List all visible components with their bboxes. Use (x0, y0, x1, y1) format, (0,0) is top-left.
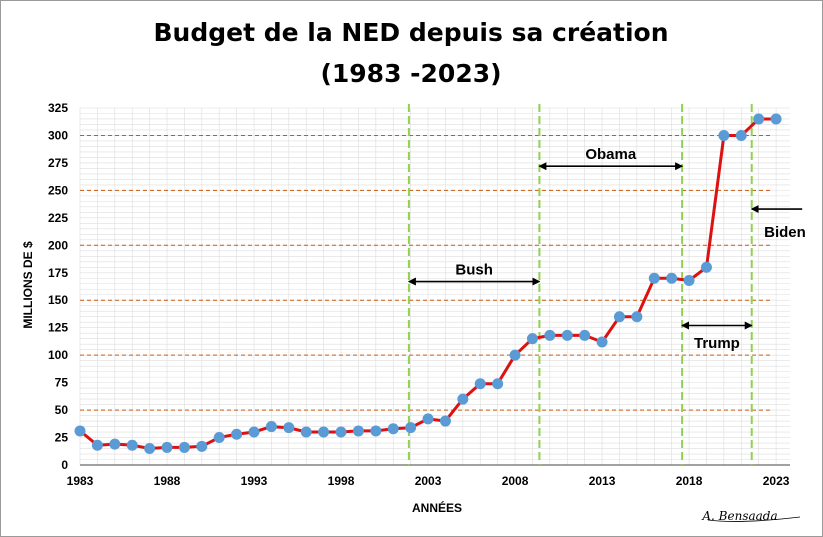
data-point-2017 (666, 272, 678, 284)
annotation-label-obama: Obama (585, 146, 637, 163)
data-point-1984 (91, 439, 103, 451)
y-tick-label: 300 (48, 128, 68, 142)
data-point-2018 (683, 274, 695, 286)
data-point-2020 (718, 129, 730, 141)
x-tick-label: 1983 (67, 474, 94, 488)
y-tick-label: 0 (61, 458, 68, 472)
data-point-2023 (770, 113, 782, 125)
data-point-2021 (735, 129, 747, 141)
series-line (74, 113, 782, 455)
data-point-2013 (596, 336, 608, 348)
data-point-2015 (631, 311, 643, 323)
y-tick-label: 275 (48, 156, 68, 170)
data-point-1992 (231, 428, 243, 440)
data-point-2016 (648, 272, 660, 284)
annotation-label-biden: Biden (764, 224, 806, 241)
x-tick-label: 1998 (328, 474, 355, 488)
data-point-1985 (109, 438, 121, 450)
x-tick-label: 2018 (676, 474, 703, 488)
chart-title-line2: (1983 -2023) (320, 59, 501, 88)
data-point-1986 (126, 439, 138, 451)
author-signature: A. Bensaada (701, 509, 777, 523)
period-annotations: Bush Obama Trump Biden (407, 146, 806, 352)
y-tick-label: 150 (48, 293, 68, 307)
data-point-1997 (318, 426, 330, 438)
y-tick-label: 175 (48, 266, 68, 280)
data-point-2001 (387, 423, 399, 435)
y-tick-label: 25 (55, 431, 69, 445)
data-point-2003 (422, 413, 434, 425)
data-point-2009 (526, 333, 538, 345)
data-point-1996 (300, 426, 312, 438)
data-point-1990 (196, 440, 208, 452)
y-tick-label: 125 (48, 321, 68, 335)
data-point-2007 (492, 378, 504, 390)
major-gridlines (80, 134, 770, 411)
y-tick-label: 225 (48, 211, 68, 225)
data-point-1987 (144, 443, 156, 455)
data-point-1989 (178, 441, 190, 453)
y-axis-title: MILLIONS DE $ (21, 241, 35, 329)
annotation-label-trump: Trump (694, 335, 740, 352)
data-point-2004 (439, 415, 451, 427)
signature-underline (707, 516, 801, 522)
y-tick-label: 200 (48, 238, 68, 252)
data-point-2008 (509, 349, 521, 361)
data-point-1994 (265, 421, 277, 433)
period-lines (407, 104, 753, 465)
data-point-1993 (248, 426, 260, 438)
minor-grid (79, 107, 790, 466)
y-tick-label: 50 (55, 403, 69, 417)
data-point-2005 (457, 393, 469, 405)
data-point-1991 (213, 432, 225, 444)
chart-title-line1: Budget de la NED depuis sa création (153, 18, 668, 47)
x-tick-label: 1988 (154, 474, 181, 488)
x-axis-title: ANNÉES (412, 500, 462, 515)
data-point-2012 (579, 329, 591, 341)
x-tick-label: 2003 (415, 474, 442, 488)
data-point-1983 (74, 425, 86, 437)
x-tick-label: 1993 (241, 474, 268, 488)
data-point-1988 (161, 441, 173, 453)
data-point-2010 (544, 329, 556, 341)
data-point-2006 (474, 378, 486, 390)
data-point-1998 (335, 426, 347, 438)
data-point-2000 (370, 425, 382, 437)
x-tick-label: 2008 (502, 474, 529, 488)
data-point-2022 (753, 113, 765, 125)
data-point-1995 (283, 422, 295, 434)
x-tick-label: 2023 (763, 474, 790, 488)
data-point-1999 (352, 425, 364, 437)
y-tick-label: 325 (48, 101, 68, 115)
annotation-label-bush: Bush (455, 261, 493, 278)
data-point-2014 (613, 311, 625, 323)
data-point-2002 (405, 422, 417, 434)
y-tick-label: 250 (48, 183, 68, 197)
tick-labels: 0 25 50 75 100 125 150 175 200 225 250 275 300 325 198… (48, 101, 790, 488)
x-tick-label: 2013 (589, 474, 616, 488)
y-tick-label: 100 (48, 348, 68, 362)
data-point-2019 (700, 261, 712, 273)
data-point-2011 (561, 329, 573, 341)
y-tick-label: 75 (55, 376, 69, 390)
